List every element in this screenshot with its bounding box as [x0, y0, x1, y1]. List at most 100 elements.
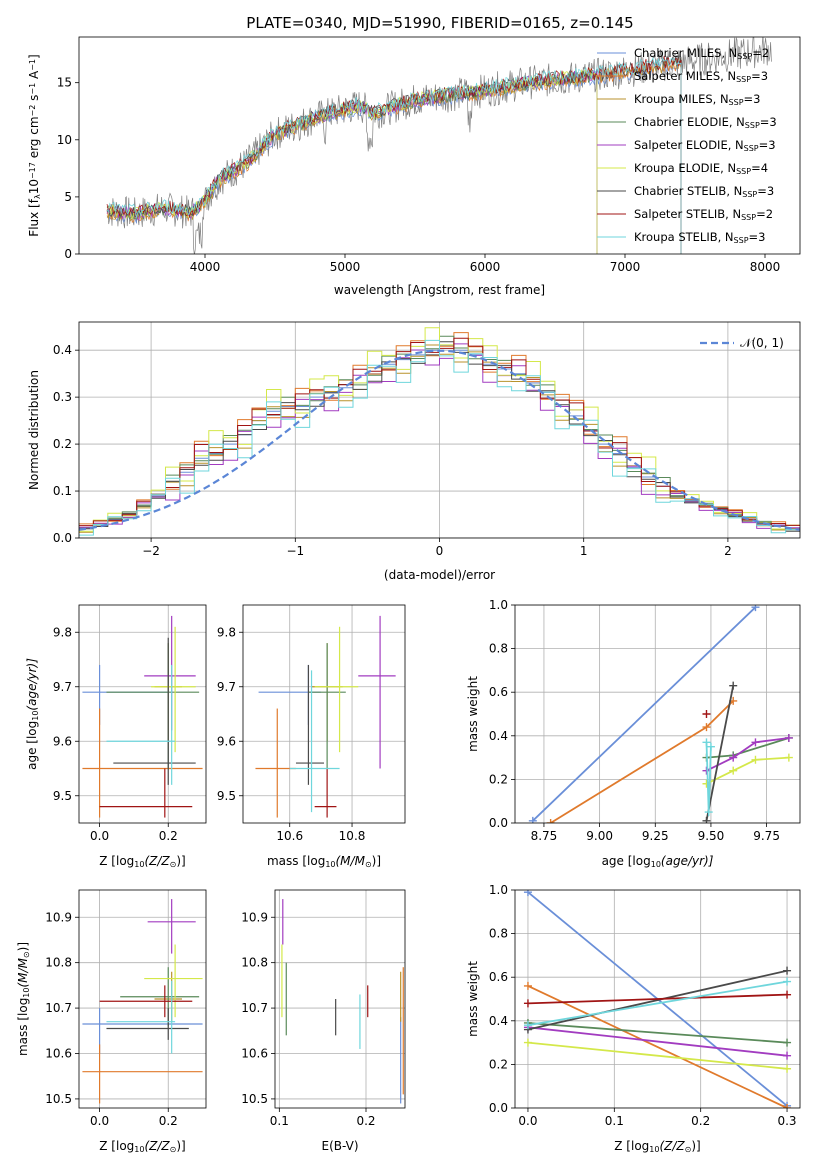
y-tick-label: 0.0 — [489, 816, 508, 830]
spectrum-plot-area — [106, 37, 772, 254]
plus-marker — [783, 1104, 792, 1108]
y-tick-label: 0.0 — [53, 531, 72, 545]
y-tick-label: 1.0 — [489, 883, 508, 897]
error-point — [106, 664, 176, 785]
weight-line-salpeter-elodie — [527, 1026, 788, 1057]
x-tick-label: 4000 — [190, 260, 221, 274]
x-tick-label: 7000 — [610, 260, 641, 274]
x-axis-label: wavelength [Angstrom, rest frame] — [334, 283, 545, 297]
y-tick-label: 10 — [57, 133, 72, 147]
error-point — [82, 1044, 203, 1104]
mass-vs-ebv-grid — [275, 890, 405, 1108]
mass-vs-z-frame — [78, 889, 207, 1109]
mass-vs-z-axes: 0.0 0.2 10.5 10.6 10.7 10.8 10.9 Z [log10(Z/Z⊙)… — [16, 889, 207, 1154]
error-point — [82, 708, 203, 818]
massweight-vs-age-frame — [514, 604, 801, 824]
error-point — [106, 643, 200, 769]
plus-marker — [751, 738, 760, 747]
y-tick-label: 0.0 — [489, 1101, 508, 1115]
x-tick-label: 9.00 — [586, 829, 613, 843]
massweight-vs-z-axes: 0.0 0.1 0.2 0.3 0.0 0.2 0.4 0.6 0.8 1.0 Z [log10(Z… — [466, 883, 801, 1154]
y-tick-label: 0.8 — [489, 642, 508, 656]
mass-vs-ebv-frame — [274, 889, 406, 1109]
normal-curve — [79, 349, 800, 531]
y-tick-label: 0.2 — [489, 1057, 508, 1071]
plus-marker — [523, 981, 532, 990]
weight-line-salpeter-elodie — [706, 737, 790, 772]
mass-vs-ebv-plot-area — [275, 890, 405, 1108]
x-tick-label: 0.1 — [605, 1114, 624, 1128]
massweight-vs-age-grid — [515, 605, 800, 823]
x-tick-label: 0.0 — [90, 1114, 109, 1128]
x-tick-label: 8000 — [750, 260, 781, 274]
y-axis-label: mass weight — [466, 961, 480, 1037]
error-point — [255, 708, 296, 818]
y-axis-label: Flux [fλ10−17 erg cm−2 s−1 A−1] — [27, 54, 42, 236]
legend-entry: Kroupa ELODIE, NSSP=4 — [634, 161, 768, 176]
error-point — [314, 768, 337, 818]
model-line-kroupa-elodie — [106, 68, 598, 254]
weight-line-chabrier-elodie — [527, 1022, 788, 1044]
mass-vs-z-plot-area — [79, 890, 206, 1108]
spectrum-legend: Chabrier MILES, NSSP=2 Salpeter MILES, NS… — [597, 46, 777, 245]
y-tick-label: 9.8 — [53, 625, 72, 639]
mass-vs-ebv-axes: 0.1 0.2 10.5 10.6 10.7 10.8 10.9 E(B-V) — [241, 889, 406, 1153]
x-tick-label: 1 — [580, 544, 588, 558]
weight-line-kroupa-elodie — [706, 756, 789, 785]
model-line-salpeter-elodie — [106, 68, 598, 254]
y-tick-label: 0.2 — [53, 437, 72, 451]
y-tick-label: 0 — [64, 247, 72, 261]
y-tick-label: 9.5 — [217, 789, 236, 803]
y-tick-label: 10.9 — [241, 910, 268, 924]
y-tick-label: 9.6 — [217, 734, 236, 748]
y-tick-label: 10.6 — [241, 1047, 268, 1061]
x-tick-label: 10.8 — [339, 829, 366, 843]
x-tick-label: −1 — [286, 544, 304, 558]
age-vs-mass-axes: 10.6 10.8 9.5 9.6 9.7 9.8 mass [log10(M/M⊙)] — [217, 604, 406, 869]
age-vs-z-axes: 0.0 0.2 9.5 9.6 9.7 9.8 Z [log10(Z/Z⊙)] age [lo… — [25, 604, 207, 869]
plus-marker — [751, 605, 760, 612]
error-point — [289, 670, 340, 813]
y-tick-label: 0.6 — [489, 970, 508, 984]
figure-title: PLATE=0340, MJD=51990, FIBERID=0165, z=0… — [246, 14, 633, 32]
error-point — [295, 664, 324, 785]
x-tick-label: 2 — [724, 544, 732, 558]
plus-marker — [523, 1021, 532, 1030]
x-tick-label: 9.75 — [753, 829, 780, 843]
weight-line-kroupa-elodie — [527, 1041, 788, 1070]
y-tick-label: 1.0 — [489, 598, 508, 612]
x-tick-label: 0.0 — [90, 829, 109, 843]
histogram-step-kroupa-stelib — [79, 339, 800, 536]
y-tick-label: 0.6 — [489, 685, 508, 699]
x-axis-label: Z [log10(Z/Z⊙)] — [99, 854, 185, 869]
mass-vs-z-grid — [79, 890, 206, 1108]
y-tick-label: 9.7 — [53, 680, 72, 694]
y-tick-label: 10.7 — [241, 1001, 268, 1015]
legend-entry: Chabrier ELODIE, NSSP=3 — [634, 115, 777, 130]
x-tick-label: 9.25 — [642, 829, 669, 843]
plus-marker — [783, 1038, 792, 1047]
plus-marker — [729, 766, 738, 775]
weight-line-salpeter-miles — [550, 700, 734, 823]
x-tick-label: −2 — [142, 544, 160, 558]
legend-entry: Chabrier STELIB, NSSP=3 — [634, 184, 774, 199]
y-tick-label: 5 — [64, 190, 72, 204]
plus-marker — [706, 742, 715, 751]
y-axis-label: Normed distribution — [27, 370, 41, 490]
weight-line-salpeter-stelib — [527, 993, 788, 1005]
x-tick-label: 0.2 — [159, 1114, 178, 1128]
spectrum-frame — [78, 36, 801, 255]
massweight-vs-age-plot-area — [515, 605, 800, 823]
x-axis-label: (data-model)/error — [384, 568, 495, 582]
age-vs-mass-grid — [243, 605, 405, 823]
error-point — [113, 637, 196, 785]
model-line-chabrier-stelib — [106, 55, 682, 254]
error-point — [106, 1008, 189, 1040]
y-tick-label: 0.4 — [489, 729, 508, 743]
legend-entry: Kroupa MILES, NSSP=3 — [634, 92, 760, 107]
x-tick-label: 5000 — [330, 260, 361, 274]
plus-marker — [528, 816, 537, 823]
y-tick-label: 9.8 — [217, 625, 236, 639]
error-point — [99, 985, 193, 1018]
